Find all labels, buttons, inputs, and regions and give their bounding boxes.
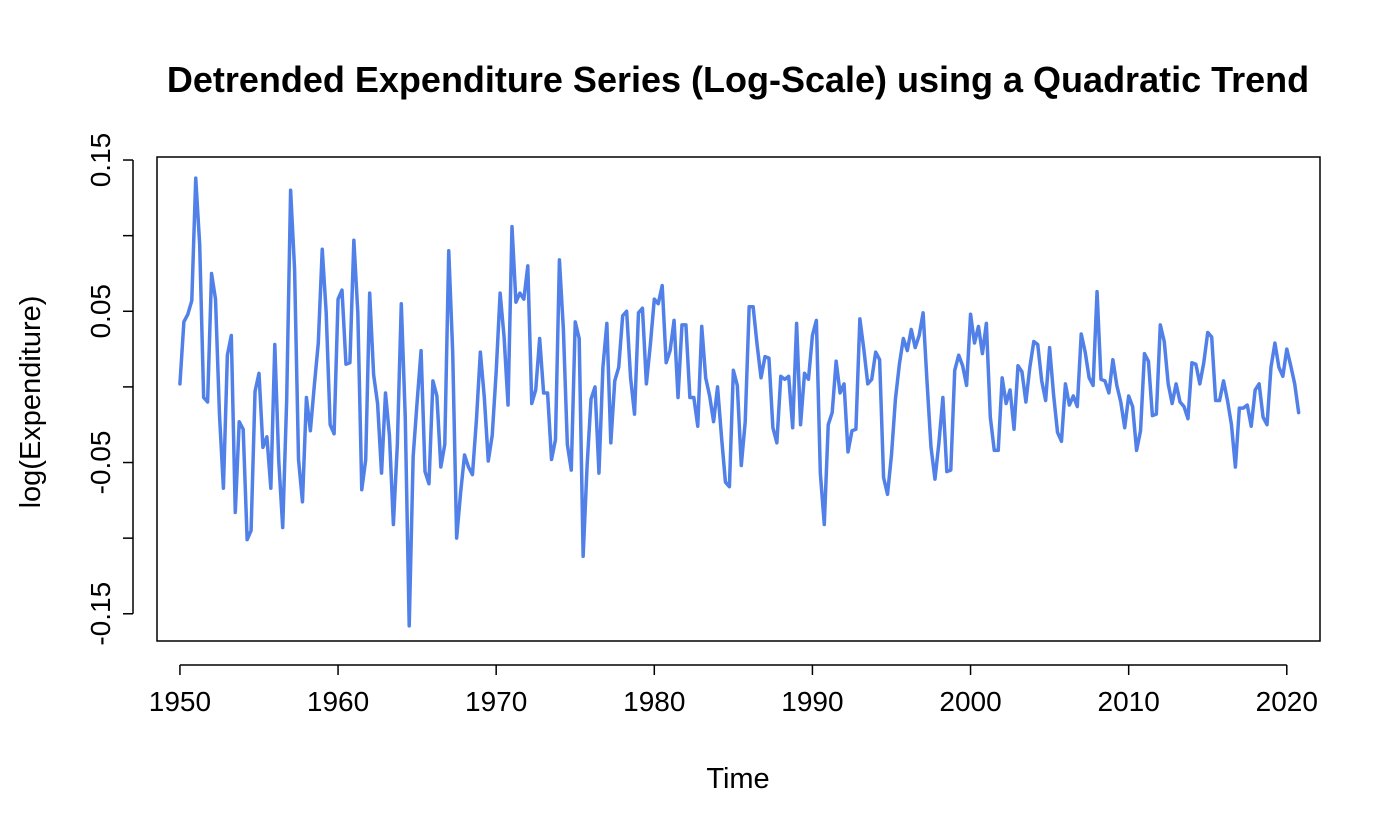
x-tick-label: 1960 [307, 686, 369, 717]
x-tick-label: 1950 [149, 686, 211, 717]
chart-title: Detrended Expenditure Series (Log-Scale)… [167, 59, 1309, 100]
x-tick-label: 2020 [1256, 686, 1318, 717]
x-tick-label: 2000 [939, 686, 1001, 717]
series-line [178, 176, 1301, 628]
y-tick-label: -0.05 [85, 431, 116, 495]
y-tick-label: 0.15 [85, 133, 116, 188]
plot-border [156, 156, 1321, 642]
y-axis: -0.15 -0.05 0.05 0.15 [85, 133, 134, 646]
y-tick-label: -0.15 [85, 582, 116, 646]
x-tick-label: 1970 [465, 686, 527, 717]
x-tick-label: 1980 [623, 686, 685, 717]
y-axis-label: log(Expenditure) [15, 296, 47, 509]
series-layer [178, 176, 1301, 628]
x-axis-label: Time [706, 763, 769, 795]
x-axis: 1950 1960 1970 1980 1990 2000 2010 2020 [149, 664, 1318, 717]
x-tick-label: 2010 [1098, 686, 1160, 717]
y-tick-label: 0.05 [85, 284, 116, 339]
x-tick-label: 1990 [781, 686, 843, 717]
